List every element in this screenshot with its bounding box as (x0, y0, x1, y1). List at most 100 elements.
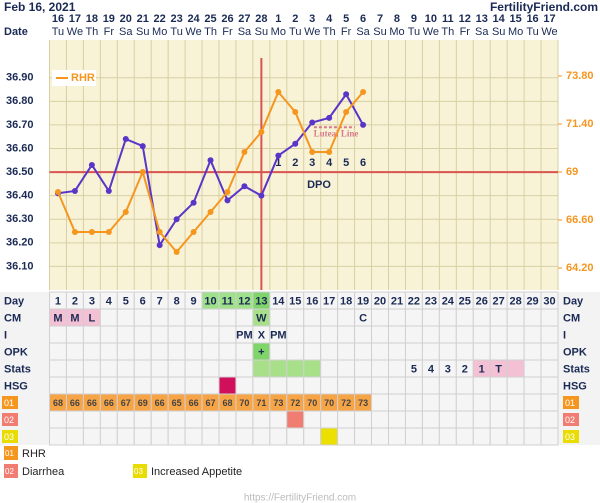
date-label: 15 (510, 13, 522, 25)
date-label: 24 (187, 13, 200, 25)
cell (421, 410, 440, 429)
y2-tick-label: 64.20 (566, 262, 594, 274)
cell (82, 376, 101, 395)
cell (455, 427, 474, 446)
date-label: 2 (292, 13, 298, 25)
series-point (156, 229, 163, 235)
cell-text: 73 (358, 398, 368, 408)
cell (404, 342, 423, 361)
date-label: 12 (459, 13, 471, 25)
cell (438, 308, 457, 327)
cell-text: 19 (357, 295, 369, 307)
weekday-label: Su (492, 26, 505, 38)
cell (65, 410, 84, 429)
cell (337, 308, 356, 327)
series-point (258, 192, 265, 199)
date-label: 16 (526, 13, 538, 25)
cell (371, 410, 389, 429)
cell (286, 308, 305, 327)
cell (523, 376, 542, 395)
cell (49, 359, 67, 378)
y2-tick-label: 66.60 (566, 214, 594, 226)
luteal-label: Luteal Line (314, 128, 359, 138)
cell (404, 427, 423, 446)
cell (354, 376, 373, 395)
date-label: 25 (204, 13, 216, 25)
weekday-label: We (304, 26, 320, 38)
cell-text: 1 (55, 295, 61, 307)
cell (388, 308, 406, 327)
series-point (173, 249, 180, 255)
cell (388, 325, 406, 344)
cell (337, 325, 356, 344)
row-label-box (2, 413, 18, 426)
series-point (360, 89, 367, 95)
cell (49, 410, 67, 429)
cell (523, 427, 542, 446)
cell (455, 308, 474, 327)
cell (201, 427, 220, 446)
cell-text: 14 (272, 295, 285, 307)
cell (269, 376, 288, 395)
footer: https://FertilityFriend.com (244, 493, 356, 503)
date-label: 6 (360, 13, 366, 25)
series-point (207, 209, 214, 215)
series-point (343, 91, 350, 98)
weekday-label: We (423, 26, 439, 38)
cell (388, 427, 406, 446)
cell (49, 376, 67, 395)
cell-text: M (70, 312, 79, 324)
y-tick-label: 36.40 (6, 190, 34, 202)
cell (235, 342, 254, 361)
cell (116, 359, 135, 378)
cell (337, 376, 356, 395)
cell (404, 376, 423, 395)
cell (540, 427, 559, 446)
series-point (343, 109, 350, 115)
series-point (275, 152, 282, 159)
weekday-label: Mo (152, 26, 167, 38)
cell-text: 72 (341, 398, 351, 408)
cell (269, 427, 288, 446)
cell (489, 427, 508, 446)
cell (235, 308, 254, 327)
cell-text: 68 (222, 398, 232, 408)
cell-text: 1 (479, 363, 485, 375)
weekday-label: Tu (170, 26, 182, 38)
cell (371, 376, 389, 395)
cell (472, 308, 491, 327)
cell (252, 376, 271, 395)
cell (184, 427, 203, 446)
cell (184, 359, 203, 378)
row-label: I (4, 329, 7, 341)
cell (455, 393, 474, 412)
weekday-label: Th (204, 26, 217, 38)
cell (388, 342, 406, 361)
series-point (292, 109, 299, 115)
date-label: 5 (343, 13, 349, 25)
series-point (88, 229, 95, 235)
cell (65, 427, 84, 446)
cell-text: 13 (255, 295, 267, 307)
cell (150, 359, 169, 378)
cell (388, 410, 406, 429)
cell (371, 308, 389, 327)
cell (286, 325, 305, 344)
cell-text: 21 (391, 295, 403, 307)
cell (404, 410, 423, 429)
cell (489, 410, 508, 429)
cell (235, 359, 254, 378)
cell (303, 427, 322, 446)
date-label: 28 (255, 13, 267, 25)
row-label: OPK (563, 346, 587, 358)
cell-text: 25 (459, 295, 471, 307)
cell (303, 359, 322, 378)
cell (421, 325, 440, 344)
cell (489, 393, 508, 412)
cell-text: 4 (106, 295, 113, 307)
row-label: HSG (563, 380, 587, 392)
date-label: 26 (221, 13, 233, 25)
cell (371, 325, 389, 344)
cell (438, 342, 457, 361)
row-label: 03 (565, 432, 575, 442)
